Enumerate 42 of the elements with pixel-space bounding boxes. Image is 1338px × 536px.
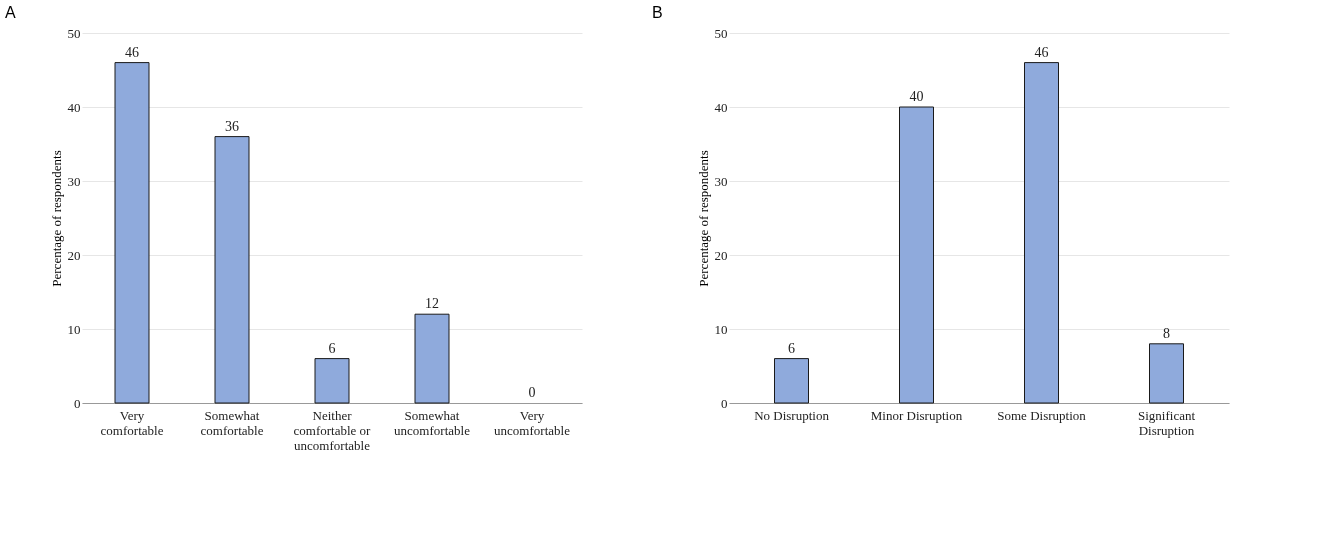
x-tick-label: Very comfortable: [100, 407, 164, 438]
data-label: 40: [909, 89, 924, 104]
x-tick-label: Very uncomfortable: [494, 407, 571, 438]
y-tick-label: 50: [67, 25, 81, 41]
y-tick-label: 20: [714, 247, 728, 263]
chart-title: B: [652, 4, 663, 21]
data-label: 12: [425, 296, 439, 312]
data-label: 0: [528, 385, 536, 400]
bar: [1149, 343, 1184, 404]
bar: [1024, 62, 1059, 404]
data-label: 6: [788, 340, 795, 356]
y-tick-label: 40: [714, 99, 728, 115]
data-label: 36: [225, 118, 239, 134]
x-tick-label: No Disruption: [754, 407, 830, 423]
y-tick-label: 30: [714, 173, 728, 189]
y-tick-label: 10: [67, 321, 81, 337]
y-tick-label: 20: [67, 247, 81, 263]
bar: [414, 313, 450, 404]
data-label: 46: [125, 44, 139, 60]
bar: [314, 358, 350, 404]
bar: [114, 62, 150, 404]
y-axis-title: Percentage of respondents: [695, 150, 711, 287]
bar: [214, 136, 250, 404]
y-axis-title: Percentage of respondents: [48, 150, 64, 287]
bar: [899, 106, 934, 404]
data-label: 46: [1034, 44, 1049, 60]
x-tick-label: Significant Disruption: [1137, 407, 1196, 438]
y-tick-label: 50: [714, 25, 728, 41]
data-label: 8: [1163, 325, 1170, 341]
y-tick-label: 0: [74, 395, 81, 411]
chart-title: A: [5, 4, 16, 21]
y-tick-label: 30: [67, 173, 81, 189]
y-tick-label: 40: [67, 99, 81, 115]
x-tick-label: Somewhat uncomfortable: [394, 407, 471, 438]
y-tick-label: 0: [721, 395, 728, 411]
x-tick-label: Some Disruption: [997, 407, 1087, 423]
x-tick-label: Minor Disruption: [870, 407, 963, 423]
x-tick-label: Neither comfortable or uncomfortable: [293, 407, 372, 453]
bar: [774, 358, 809, 404]
data-label: 6: [328, 340, 336, 356]
y-tick-label: 10: [714, 321, 728, 337]
x-tick-label: Somewhat comfortable: [200, 407, 264, 438]
